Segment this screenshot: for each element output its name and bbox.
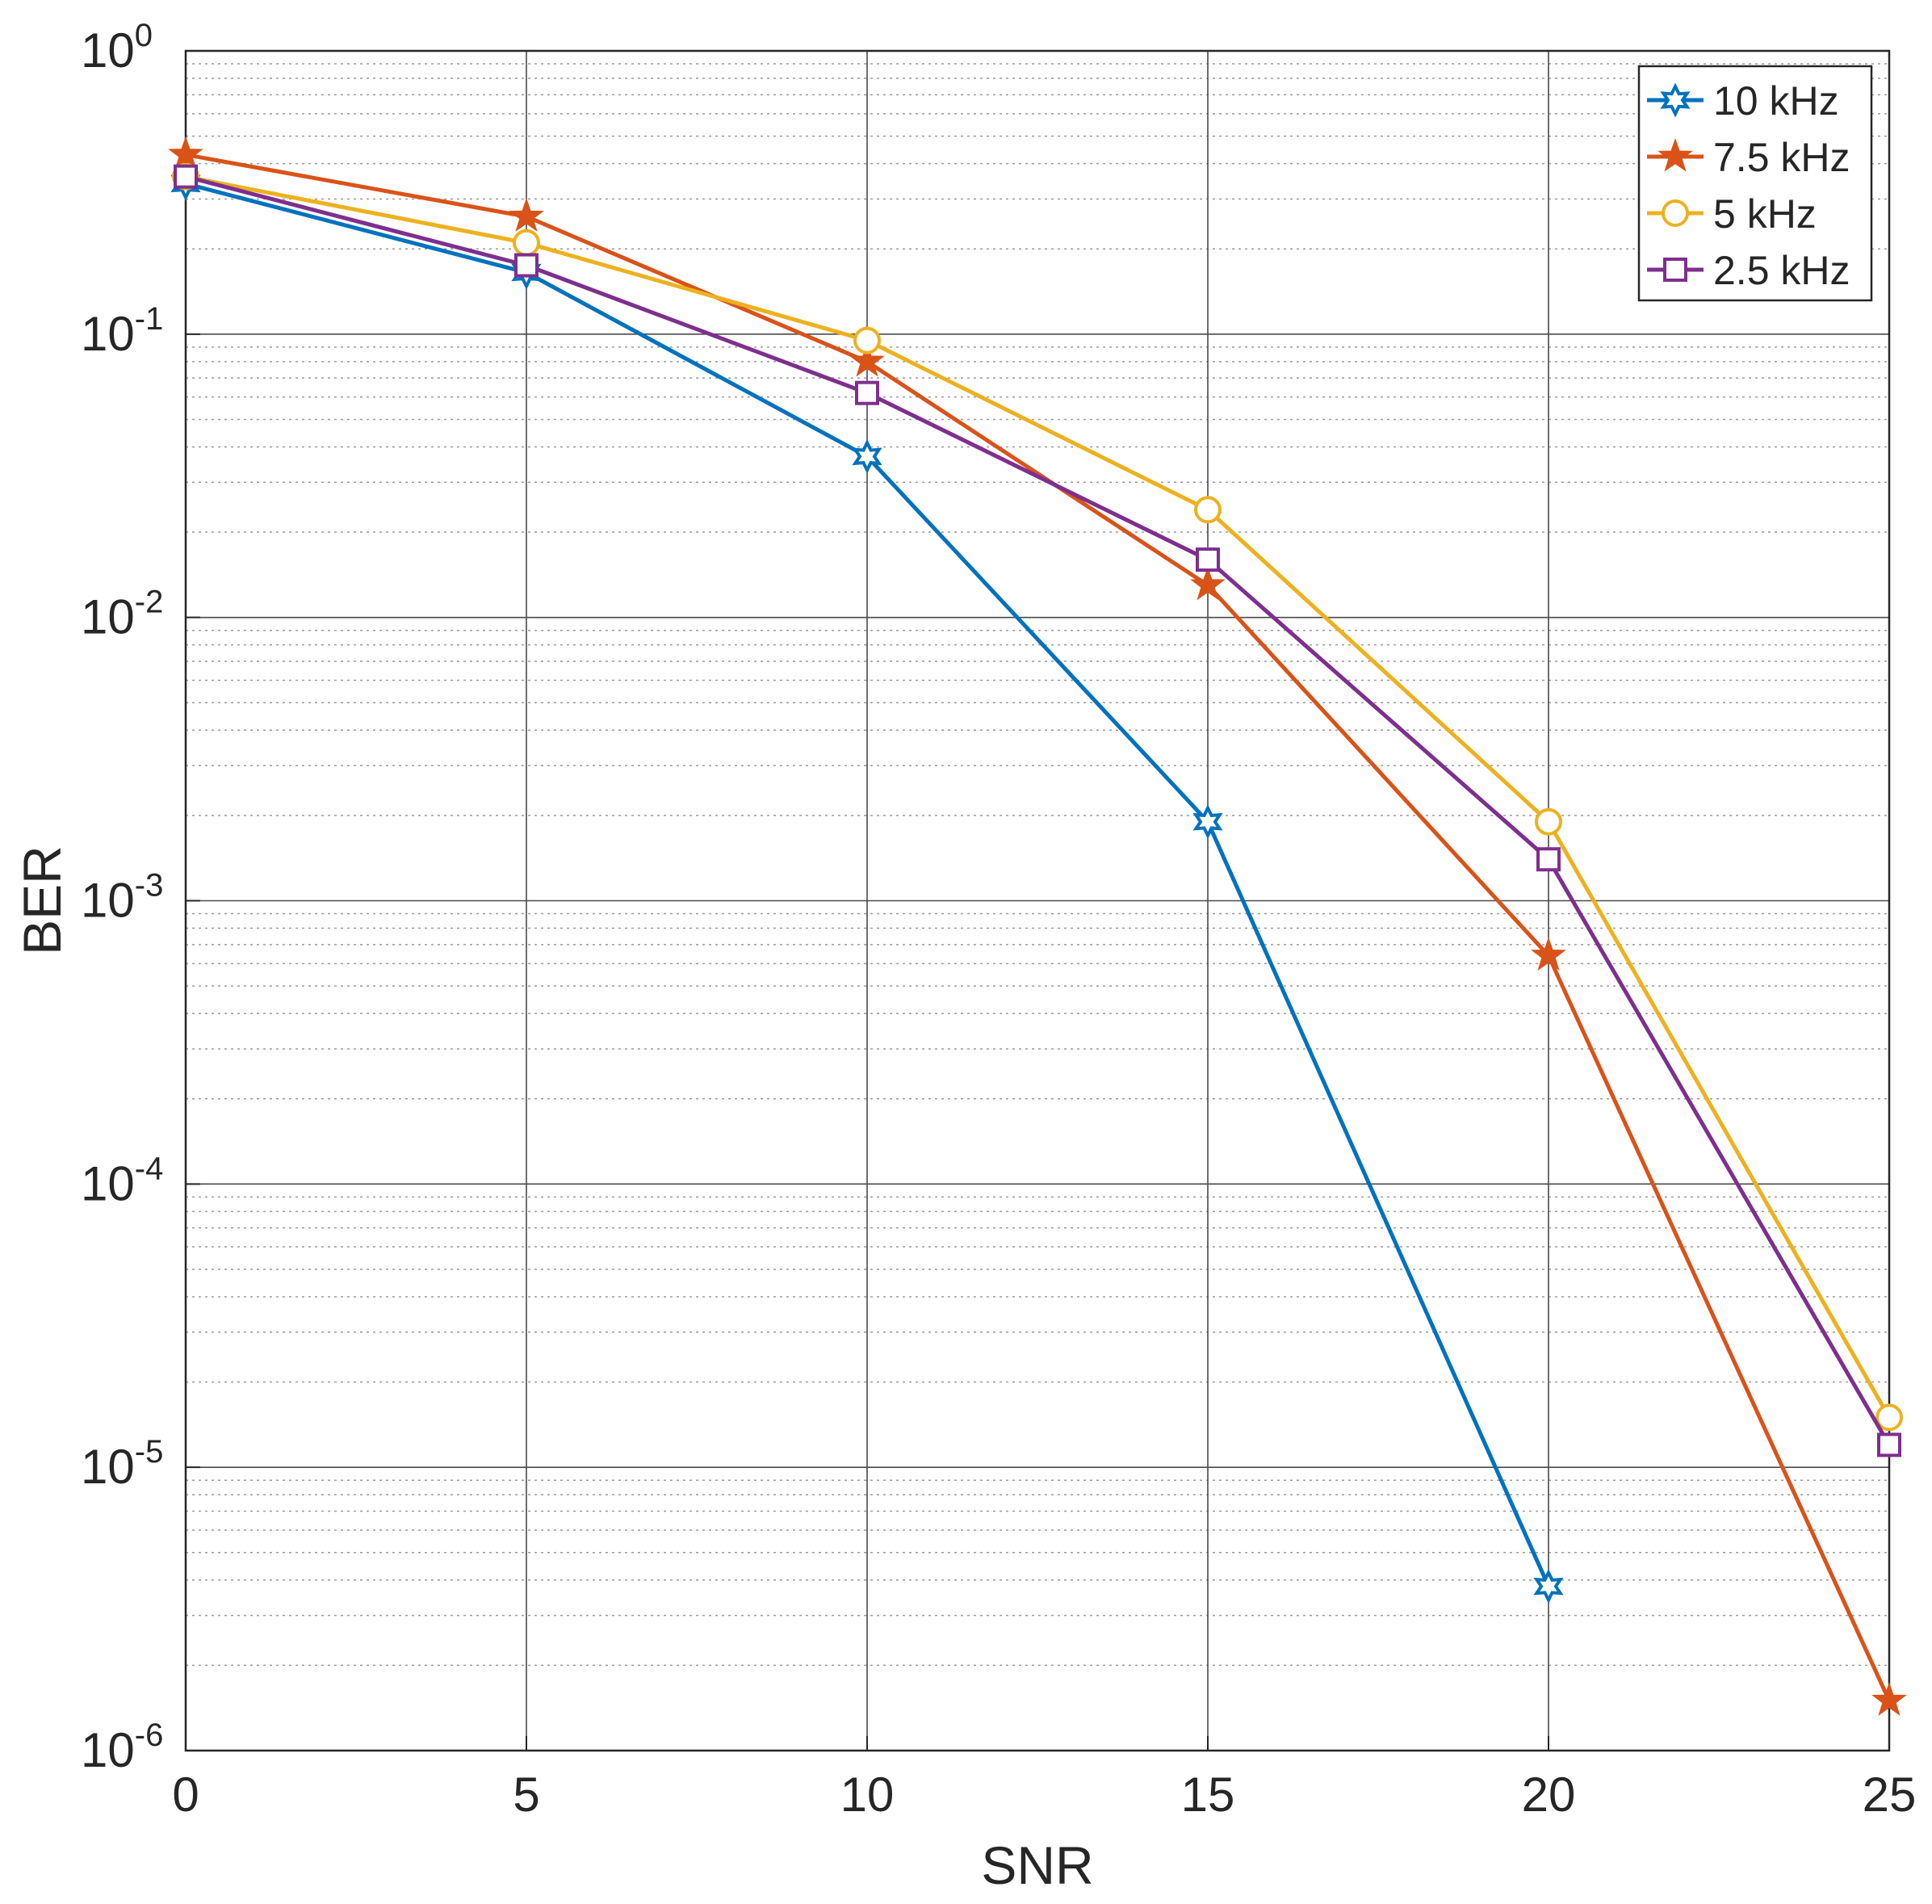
series-line	[185, 153, 1892, 1702]
data-point	[849, 342, 885, 377]
x-tick-label: 0	[172, 1768, 199, 1822]
x-tick-label: 15	[1181, 1768, 1235, 1822]
y-tick-label: 10-4	[81, 1151, 163, 1210]
y-tick-label: 10-6	[81, 1717, 163, 1777]
y-axis-label: BER	[12, 845, 72, 955]
data-point	[1877, 1432, 1901, 1457]
y-tick-label: 10-2	[81, 585, 163, 644]
data-point	[174, 164, 198, 189]
data-point	[509, 198, 544, 232]
data-point	[855, 380, 879, 405]
legend-label: 7.5 kHz	[1713, 135, 1850, 180]
x-tick-label: 20	[1522, 1768, 1576, 1822]
data-point	[1536, 847, 1561, 872]
legend-marker	[1657, 137, 1693, 172]
y-tick-label: 10-3	[81, 868, 163, 928]
series-line	[185, 174, 1892, 1419]
data-point	[513, 229, 540, 257]
legend-marker	[1663, 258, 1687, 282]
legend-label: 2.5 kHz	[1713, 248, 1850, 293]
data-point	[1192, 804, 1223, 840]
x-tick-label: 5	[513, 1768, 539, 1822]
data-point	[1875, 1403, 1903, 1432]
series-3	[174, 164, 1901, 1457]
data-point	[853, 326, 881, 354]
legend-marker	[1662, 199, 1689, 227]
y-tick-labels: 100 10-1 10-2 10-3 10-4 10-5 10-6	[81, 18, 200, 1777]
series-2	[172, 162, 1903, 1432]
x-tick-label: 10	[840, 1768, 895, 1822]
data-point	[168, 136, 203, 170]
data-point	[852, 438, 882, 474]
y-tick-label: 100	[81, 18, 153, 78]
series-line	[185, 174, 1892, 1446]
data-point	[1871, 1682, 1907, 1716]
series-1	[168, 136, 1907, 1716]
x-tick-label: 25	[1863, 1768, 1917, 1822]
legend: 10 kHz 7.5 kHz 5 kHz 2.5 kHz	[1637, 65, 1873, 302]
legend-label: 10 kHz	[1713, 78, 1839, 124]
x-tick-labels: 0 5 10 15 20 25	[172, 1736, 1916, 1822]
data-point	[514, 253, 539, 278]
legend-marker	[1660, 82, 1691, 118]
data-point	[1533, 1569, 1564, 1604]
data-point	[1194, 496, 1222, 524]
data-point	[1535, 807, 1562, 836]
y-tick-label: 10-1	[81, 301, 163, 361]
data-point	[1196, 547, 1220, 572]
series-layer	[168, 136, 1907, 1716]
x-axis-label: SNR	[981, 1835, 1093, 1895]
data-point	[1190, 566, 1226, 601]
data-point	[1531, 937, 1566, 971]
legend-label: 5 kHz	[1713, 191, 1817, 237]
y-tick-label: 10-5	[81, 1434, 163, 1494]
